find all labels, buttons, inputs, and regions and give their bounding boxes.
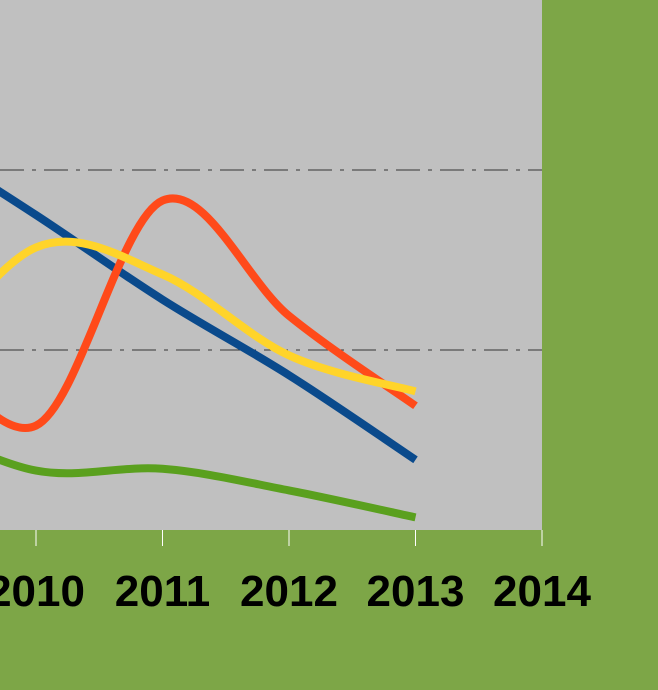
series-line [0, 186, 418, 464]
series-line [0, 237, 417, 396]
plot-border-mask [542, 0, 658, 530]
x-tick-label: 2014 [493, 567, 591, 616]
x-tick-label: 2010 [0, 567, 85, 616]
series-line [0, 194, 418, 432]
x-tick-label: 2012 [240, 567, 338, 616]
x-tick-label: 2013 [367, 567, 465, 616]
x-tick-label: 2011 [115, 567, 210, 616]
series-line [0, 455, 417, 522]
plot-area [0, 0, 542, 530]
